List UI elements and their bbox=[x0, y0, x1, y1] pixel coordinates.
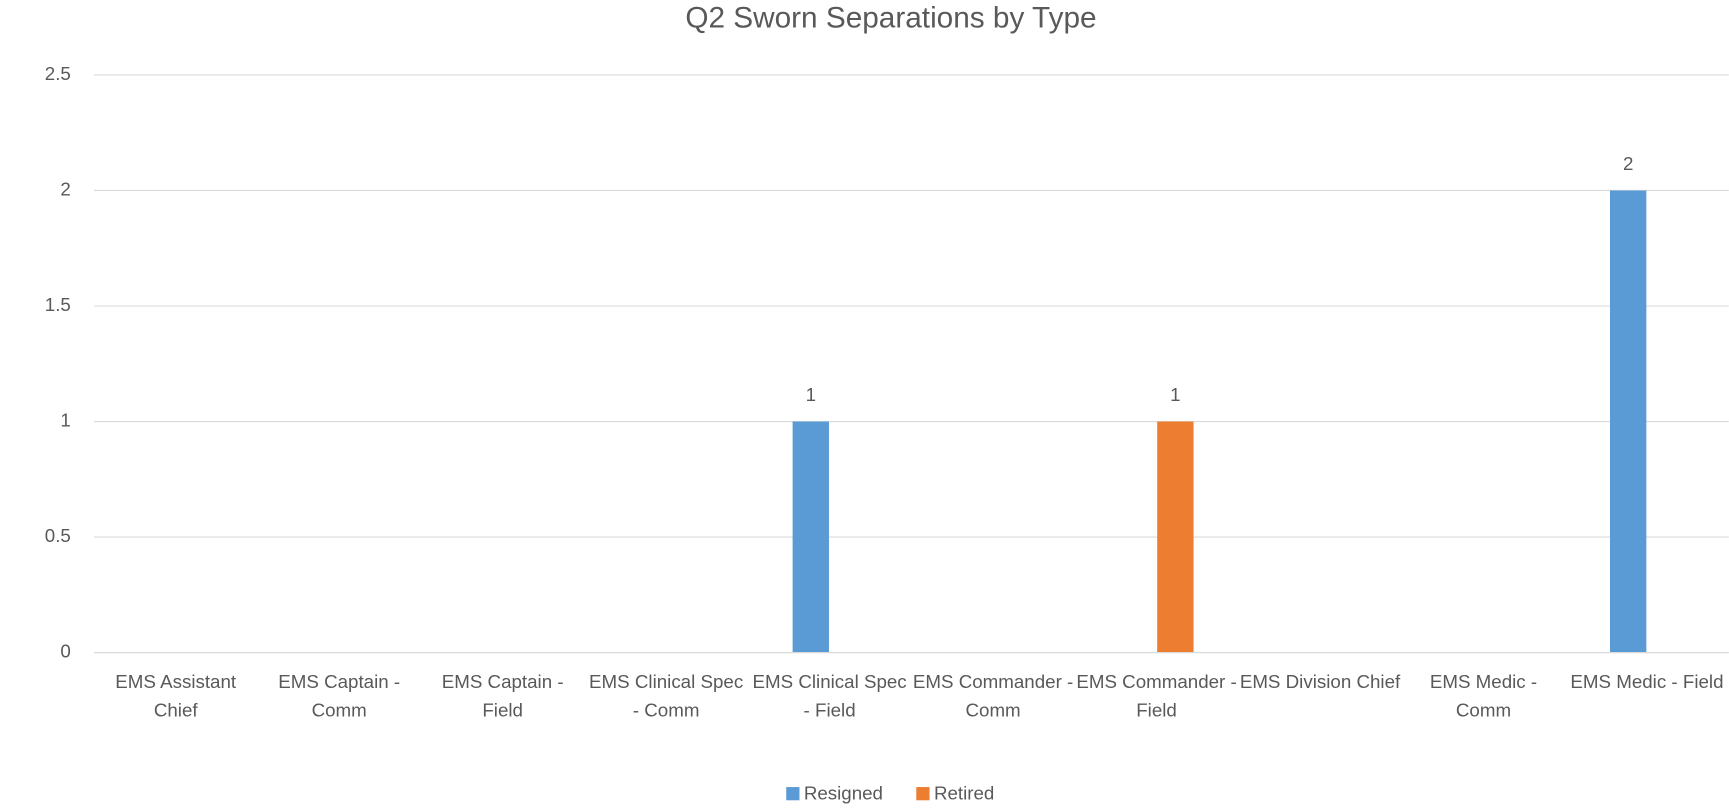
x-tick-label-box: EMS Medic - Comm bbox=[1429, 671, 1538, 721]
x-tick-label-box: EMS Clinical Spec - Field bbox=[752, 671, 907, 721]
x-tick-label: EMS Division Chief bbox=[1239, 671, 1401, 693]
x-tick-label: EMS Clinical Spec - Comm bbox=[589, 671, 744, 721]
x-tick-label: EMS Clinical Spec - Field bbox=[752, 671, 907, 721]
legend-label: Retired bbox=[934, 783, 994, 804]
y-tick-label: 0 bbox=[60, 641, 70, 662]
x-tick-label: EMS Captain - Comm bbox=[278, 671, 401, 721]
y-tick-label: 1 bbox=[60, 409, 70, 430]
x-tick-label: EMS Commander - Comm bbox=[912, 671, 1074, 721]
x-tick-label-box: EMS Division Chief bbox=[1239, 671, 1401, 693]
legend-swatch bbox=[916, 787, 930, 801]
x-tick-label: EMS Medic - Comm bbox=[1429, 671, 1538, 721]
x-tick-label: EMS Commander - Field bbox=[1076, 671, 1237, 721]
x-tick-label-box: EMS Captain - Field bbox=[441, 671, 564, 721]
legend-label: Resigned bbox=[804, 783, 883, 804]
x-tick-label: EMS Assistant Chief bbox=[115, 671, 237, 721]
x-tick-label-box: EMS Assistant Chief bbox=[115, 671, 237, 721]
data-label: 1 bbox=[1170, 384, 1180, 405]
x-tick-label-box: EMS Captain - Comm bbox=[278, 671, 401, 721]
x-tick-label-box: EMS Clinical Spec - Comm bbox=[589, 671, 744, 721]
y-tick-label: 1.5 bbox=[45, 294, 71, 315]
y-tick-label: 2 bbox=[60, 178, 70, 199]
x-tick-label-box: EMS Commander - Comm bbox=[912, 671, 1074, 721]
x-tick-label: EMS Captain - Field bbox=[441, 671, 564, 721]
y-tick-label: 2.5 bbox=[45, 63, 71, 84]
data-label: 2 bbox=[1623, 153, 1633, 174]
bar bbox=[1157, 421, 1194, 653]
x-tick-label: EMS Medic - Field bbox=[1570, 671, 1724, 693]
chart-title: Q2 Sworn Separations by Type bbox=[685, 2, 1096, 35]
data-label: 1 bbox=[806, 384, 816, 405]
bar bbox=[792, 421, 829, 653]
x-tick-label-box: EMS Commander - Field bbox=[1076, 671, 1237, 721]
y-tick-label: 0.5 bbox=[45, 525, 71, 546]
legend-swatch bbox=[786, 787, 800, 801]
x-tick-label-box: EMS Medic - Field bbox=[1570, 671, 1724, 693]
bar bbox=[1609, 190, 1647, 653]
